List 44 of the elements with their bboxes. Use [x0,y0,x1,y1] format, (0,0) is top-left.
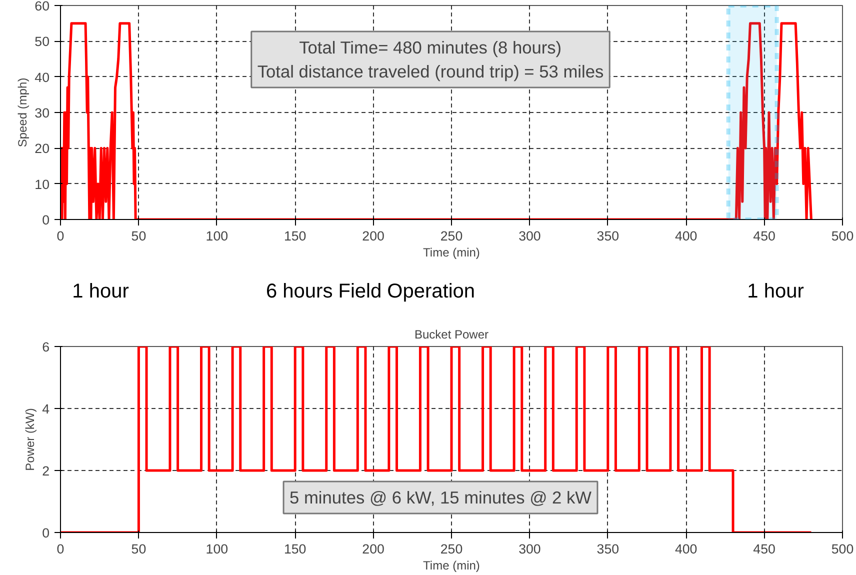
x-axis-title: Time (min) [423,558,480,572]
chart-title: Bucket Power [414,328,489,342]
y-tick-label: 4 [42,402,50,416]
y-tick-label: 6 [42,340,50,354]
line-series [60,22,812,220]
x-tick-label: 100 [206,228,228,244]
x-tick-label: 350 [596,542,620,556]
y-tick-label: 30 [34,106,50,120]
x-tick-label: 50 [131,228,146,244]
y-tick-label: 50 [34,34,50,50]
y-axis-title: Speed (mph) [16,78,30,148]
x-tick-label: 450 [753,542,776,556]
annotation: 5 minutes @ 6 kW, 15 minutes @ 2 kW [290,488,592,508]
annotation: Total Time= 480 minutes (8 hours) Total distance traveled (round trip) = 53 miles [257,38,604,82]
x-tick-label: 450 [753,228,776,244]
y-tick-label: 0 [42,526,50,540]
text: 1 hour [72,280,130,302]
x-axis-title: Time (min) [423,246,480,260]
x-tick-label: 300 [518,542,541,556]
x-tick-label: 300 [518,228,541,244]
x-tick-label: 400 [674,228,698,244]
text: 6 hours Field Operation [266,280,476,302]
y-tick-label: 2 [42,464,50,478]
x-tick-label: 250 [440,542,463,556]
x-tick-label: 150 [284,542,306,556]
x-tick-label: 0 [56,542,64,556]
text: 1 hour [747,280,804,302]
x-tick-label: 50 [131,542,146,556]
x-tick-label: 350 [596,228,620,244]
y-tick-label: 40 [34,70,50,85]
x-tick-label: 0 [56,228,64,244]
x-tick-label: 500 [831,228,854,244]
x-tick-label: 500 [831,542,854,556]
y-tick-label: 10 [34,176,50,192]
y-tick-label: 20 [34,141,50,156]
x-tick-label: 100 [206,542,228,556]
y-tick-label: 60 [34,0,50,14]
y-tick-label: 0 [42,212,50,228]
x-tick-label: 150 [284,228,306,244]
y-axis-title: Power (kW) [23,408,38,471]
x-tick-label: 200 [362,542,384,556]
x-tick-label: 250 [440,228,463,244]
x-tick-label: 400 [674,542,698,556]
x-tick-label: 200 [362,228,384,244]
